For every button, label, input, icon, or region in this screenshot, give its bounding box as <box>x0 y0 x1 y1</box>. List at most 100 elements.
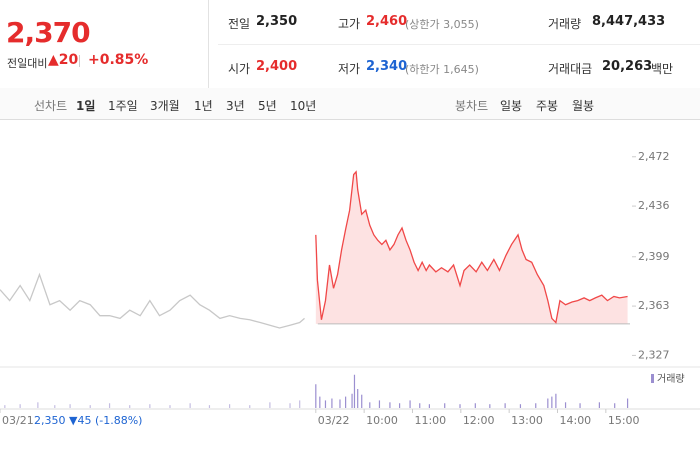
volume-bar <box>409 400 411 408</box>
divider <box>218 44 700 45</box>
volume-bar <box>249 405 251 408</box>
volume-bar <box>19 404 21 408</box>
volume-bar <box>331 398 333 408</box>
volume-bar <box>189 403 191 408</box>
divider <box>79 55 80 67</box>
item-unit: 백만 <box>651 62 674 76</box>
volume-bar <box>315 384 317 408</box>
volume-bar <box>353 374 356 408</box>
item-label: 거래대금 <box>548 62 593 76</box>
volume-bar <box>208 405 211 408</box>
volume-bar <box>504 403 506 408</box>
item-label: 저가 <box>338 62 361 76</box>
volume-bar <box>459 404 461 408</box>
tab[interactable]: 일봉 <box>500 99 523 113</box>
volume-bar <box>289 403 291 408</box>
volume-bar <box>598 402 600 408</box>
volume-bar <box>357 389 359 408</box>
volume-bar <box>428 404 430 408</box>
x-tick-label: 11:00 <box>414 414 446 427</box>
volume-bar <box>129 405 131 408</box>
volume-bar <box>378 400 381 408</box>
tab[interactable]: 월봉 <box>572 99 595 113</box>
volume-bar <box>4 405 6 408</box>
tab[interactable]: 3년 <box>226 99 245 113</box>
volume-bar <box>108 403 111 408</box>
y-tick-label: 2,399 <box>638 250 670 263</box>
volume-bar <box>398 403 401 408</box>
legend-swatch <box>651 374 654 383</box>
volume-bar <box>299 400 301 408</box>
item-value: 20,263 <box>602 59 653 74</box>
volume-bar <box>69 404 71 408</box>
volume-bar <box>626 398 629 408</box>
volume-bar <box>169 405 171 408</box>
x-tick-label: 03/21 <box>2 414 34 427</box>
tab-group-label: 봉차트 <box>455 99 489 113</box>
divider <box>208 0 209 88</box>
volume-bar <box>37 402 39 408</box>
y-tick-label: 2,327 <box>638 348 670 361</box>
item-label: 시가 <box>228 62 251 76</box>
change-label: 전일대비 <box>7 57 48 70</box>
tab[interactable]: 주봉 <box>536 99 559 113</box>
tab[interactable]: 1년 <box>194 99 213 113</box>
volume-bar <box>351 393 353 408</box>
y-tick-label: 2,472 <box>638 150 670 163</box>
tab-bar <box>0 88 700 120</box>
item-note: (상한가 3,055) <box>405 18 479 31</box>
volume-bar <box>369 402 371 408</box>
item-label: 고가 <box>338 17 361 31</box>
volume-bar <box>319 396 321 408</box>
item-value: 2,460 <box>366 14 408 29</box>
y-tick-label: 2,436 <box>638 199 670 212</box>
x-tick-label: 15:00 <box>608 414 640 427</box>
tab[interactable]: 3개월 <box>150 99 180 113</box>
x-tick-label: 03/22 <box>318 414 350 427</box>
item-note: (하한가 1,645) <box>405 63 479 76</box>
change-pct: +0.85% <box>88 52 149 68</box>
volume-bar <box>419 403 421 408</box>
price-line <box>0 272 305 329</box>
x-tick-label: 14:00 <box>559 414 591 427</box>
volume-bar <box>535 403 537 408</box>
item-value: 2,340 <box>366 59 408 74</box>
item-label: 거래량 <box>548 17 582 31</box>
volume-bar <box>269 402 271 408</box>
volume-bar <box>579 403 581 408</box>
volume-bar <box>614 403 616 408</box>
x-tick-label: 10:00 <box>366 414 398 427</box>
legend-label: 거래량 <box>657 373 685 385</box>
x-tick-label: 13:00 <box>511 414 543 427</box>
x-tick-label: 12:00 <box>463 414 495 427</box>
price-line <box>315 170 628 324</box>
volume-bar <box>345 396 347 408</box>
volume-bar <box>54 405 56 408</box>
tab[interactable]: 1일 <box>76 99 96 113</box>
volume-bar <box>389 402 391 408</box>
volume-bar <box>564 402 567 408</box>
y-tick-label: 2,363 <box>638 299 670 312</box>
volume-bar <box>489 404 491 408</box>
item-value: 8,447,433 <box>592 14 666 29</box>
item-value: 2,400 <box>256 59 298 74</box>
volume-bar <box>474 403 476 408</box>
tab-group-label: 선차트 <box>34 99 68 113</box>
volume-bar <box>229 404 231 408</box>
volume-bar <box>149 404 151 408</box>
volume-bar <box>444 403 446 408</box>
volume-bar <box>551 396 553 408</box>
tab[interactable]: 5년 <box>258 99 277 113</box>
volume-bar <box>555 393 557 408</box>
area-fill <box>315 171 628 324</box>
volume-bar <box>324 400 327 408</box>
price: 2,370 <box>6 16 91 49</box>
volume-bar <box>339 399 341 408</box>
tab[interactable]: 1주일 <box>108 99 138 113</box>
volume-bar <box>89 405 91 408</box>
item-label: 전일 <box>228 17 251 31</box>
tab[interactable]: 10년 <box>290 99 317 113</box>
volume-bar <box>547 398 549 408</box>
